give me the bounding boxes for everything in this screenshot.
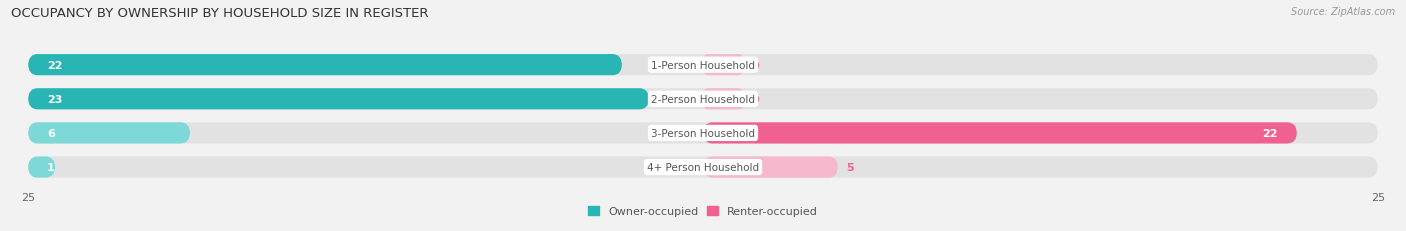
FancyBboxPatch shape	[703, 55, 744, 76]
Legend: Owner-occupied, Renter-occupied: Owner-occupied, Renter-occupied	[583, 202, 823, 221]
Text: 1: 1	[46, 162, 55, 172]
Text: 5: 5	[846, 162, 853, 172]
FancyBboxPatch shape	[703, 123, 1296, 144]
FancyBboxPatch shape	[703, 89, 744, 110]
FancyBboxPatch shape	[28, 89, 1378, 110]
FancyBboxPatch shape	[28, 157, 55, 178]
FancyBboxPatch shape	[28, 89, 650, 110]
Text: 3-Person Household: 3-Person Household	[651, 128, 755, 138]
Text: OCCUPANCY BY OWNERSHIP BY HOUSEHOLD SIZE IN REGISTER: OCCUPANCY BY OWNERSHIP BY HOUSEHOLD SIZE…	[11, 7, 429, 20]
Text: 23: 23	[46, 94, 62, 104]
Text: 2-Person Household: 2-Person Household	[651, 94, 755, 104]
Text: 4+ Person Household: 4+ Person Household	[647, 162, 759, 172]
FancyBboxPatch shape	[28, 157, 1378, 178]
Text: 0: 0	[752, 94, 759, 104]
Text: Source: ZipAtlas.com: Source: ZipAtlas.com	[1291, 7, 1395, 17]
FancyBboxPatch shape	[28, 123, 190, 144]
FancyBboxPatch shape	[703, 157, 838, 178]
FancyBboxPatch shape	[28, 55, 1378, 76]
Text: 22: 22	[1263, 128, 1278, 138]
Text: 6: 6	[46, 128, 55, 138]
Text: 1-Person Household: 1-Person Household	[651, 60, 755, 70]
Text: 0: 0	[752, 60, 759, 70]
FancyBboxPatch shape	[28, 123, 1378, 144]
FancyBboxPatch shape	[28, 55, 621, 76]
Text: 22: 22	[46, 60, 62, 70]
